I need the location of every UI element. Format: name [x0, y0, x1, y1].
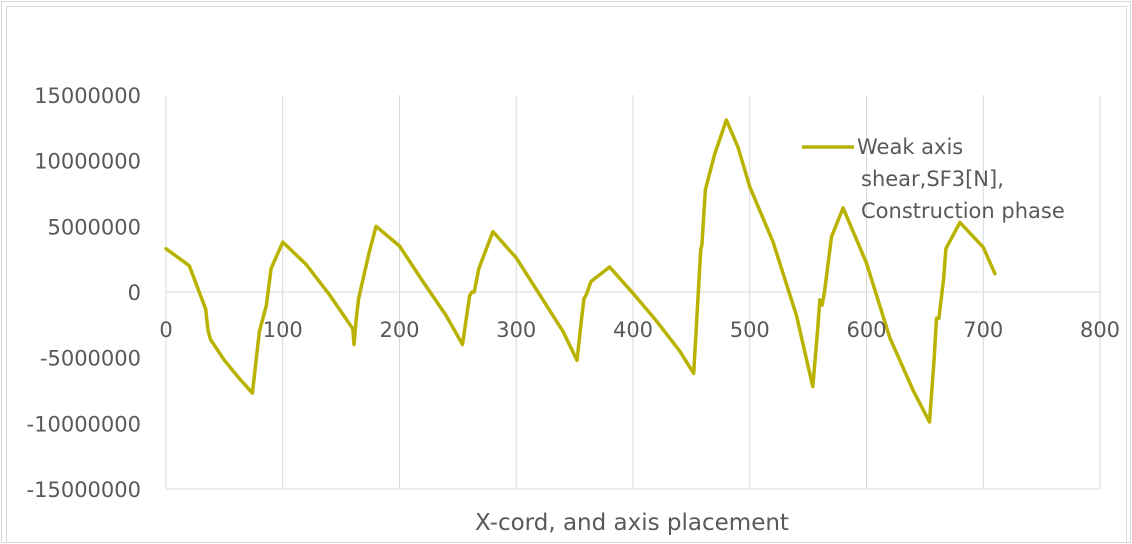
- x-tick-label: 300: [496, 318, 536, 342]
- x-tick-label: 700: [963, 318, 1003, 342]
- y-tick-label: 5000000: [47, 215, 141, 239]
- x-tick-label: 600: [846, 318, 886, 342]
- series-group: [164, 118, 997, 424]
- y-tick-label: 10000000: [34, 150, 141, 174]
- x-tick-label: 800: [1080, 318, 1120, 342]
- x-tick-label: 200: [379, 318, 419, 342]
- chart-inner-border: [6, 6, 1127, 543]
- x-tick-label: 400: [613, 318, 653, 342]
- series-line: [164, 118, 997, 424]
- legend-label-line-3: Construction phase: [861, 199, 1065, 223]
- x-tick-label: 0: [159, 318, 172, 342]
- legend-label-line-1: Weak axis: [857, 135, 963, 159]
- y-tick-label: -15000000: [27, 478, 141, 502]
- x-tick-label: 500: [730, 318, 770, 342]
- y-tick-label: 0: [128, 281, 141, 305]
- y-tick-label: -5000000: [40, 347, 141, 371]
- y-tick-label: -10000000: [27, 412, 141, 436]
- x-tick-labels: 0 100 200 300 400 500 600 700 800: [159, 318, 1120, 342]
- y-tick-label: 15000000: [34, 84, 141, 108]
- x-tick-label: 100: [263, 318, 303, 342]
- x-axis-title: X-cord, and axis placement: [475, 510, 789, 536]
- y-tick-labels: 15000000 10000000 5000000 0 -5000000 -1000000…: [27, 84, 141, 502]
- legend: Weak axis shear,SF3[N], Construction pha…: [802, 135, 1065, 223]
- legend-label-line-2: shear,SF3[N],: [861, 167, 1004, 191]
